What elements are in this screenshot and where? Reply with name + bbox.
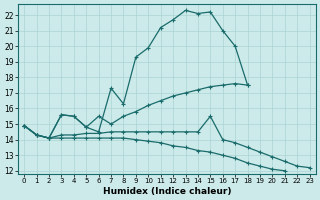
X-axis label: Humidex (Indice chaleur): Humidex (Indice chaleur): [103, 187, 231, 196]
